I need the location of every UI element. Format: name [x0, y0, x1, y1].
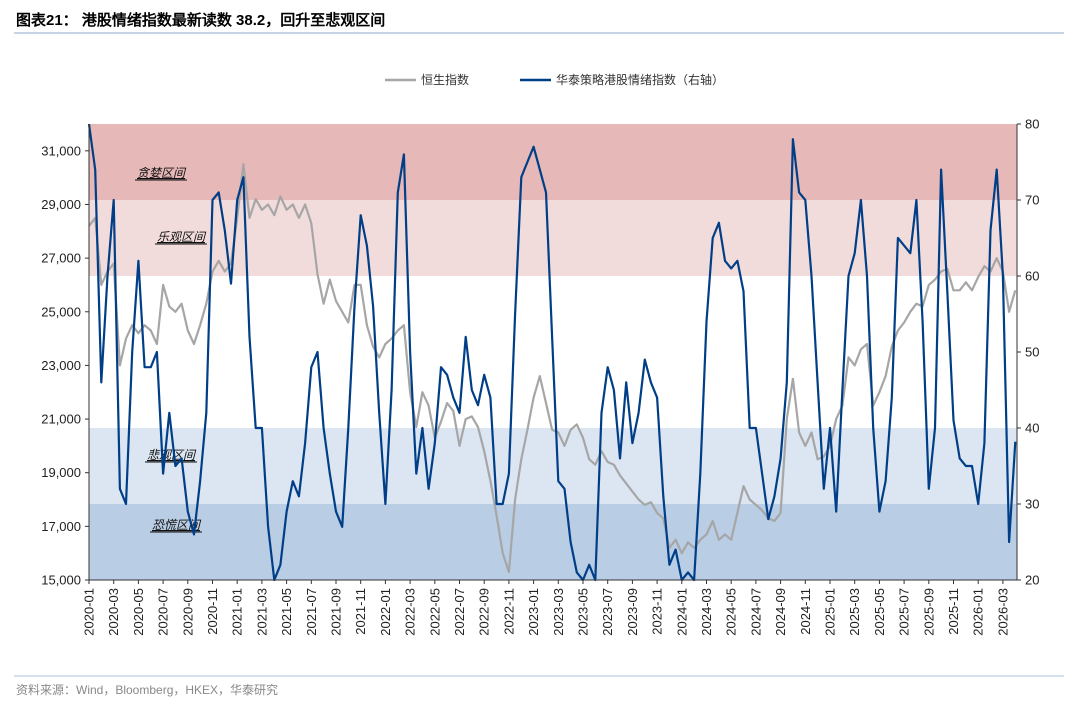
x-tick-label: 2025-01	[823, 588, 838, 636]
x-tick-label: 2025-07	[897, 588, 912, 636]
legend-label-sentiment: 华泰策略港股情绪指数（右轴）	[556, 72, 724, 87]
legend-label-hsi: 恒生指数	[421, 72, 469, 87]
x-tick-label: 2021-09	[329, 588, 344, 636]
x-tick-label: 2024-07	[748, 588, 763, 636]
x-tick-label: 2021-05	[279, 588, 294, 636]
x-tick-label: 2024-11	[798, 588, 813, 635]
x-tick-label: 2021-07	[304, 588, 319, 636]
x-tick-label: 2023-03	[551, 588, 566, 636]
zone-band	[89, 124, 1017, 200]
x-tick-label: 2025-11	[946, 588, 961, 635]
x-tick-label: 2024-01	[674, 588, 689, 636]
x-tick-label: 2022-05	[427, 588, 442, 636]
x-tick-label: 2022-09	[477, 588, 492, 636]
y-right-tick-label: 80	[1025, 117, 1039, 132]
zone-band	[89, 428, 1017, 504]
series-line-hsi	[88, 163, 1017, 574]
x-tick-label: 2020-09	[180, 588, 195, 636]
y-left-tick-label: 19,000	[41, 465, 81, 480]
x-tick-label: 2020-07	[156, 588, 171, 636]
series-line-sentiment	[87, 123, 1017, 582]
y-right-tick-label: 30	[1025, 497, 1039, 512]
x-tick-label: 2022-07	[452, 588, 467, 636]
x-tick-label: 2023-11	[650, 588, 665, 635]
y-left-tick-label: 17,000	[41, 519, 81, 534]
legend: 恒生指数 华泰策略港股情绪指数（右轴）	[385, 72, 724, 87]
x-tick-label: 2021-11	[353, 588, 368, 635]
x-tick-label: 2020-01	[82, 588, 97, 636]
chart-title: 图表21： 港股情绪指数最新读数 38.2，回升至悲观区间	[16, 11, 385, 29]
x-tick-label: 2021-01	[230, 588, 245, 636]
y-left-tick-label: 31,000	[41, 143, 81, 158]
zone-band	[89, 504, 1017, 580]
y-right-tick-label: 20	[1025, 573, 1039, 588]
x-tick-label: 2022-03	[403, 588, 418, 636]
x-tick-label: 2020-03	[106, 588, 121, 636]
x-tick-label: 2021-03	[254, 588, 269, 636]
zone-label: 贪婪区间	[137, 166, 187, 180]
x-tick-label: 2024-05	[724, 588, 739, 636]
x-tick-label: 2025-05	[872, 588, 887, 636]
x-tick-label: 2025-03	[847, 588, 862, 636]
y-right-tick-label: 70	[1025, 193, 1039, 208]
y-right-tick-label: 40	[1025, 421, 1039, 436]
axes: 15,000 17,000 19,000 21,000 23,000 25,000 27,0…	[41, 117, 1039, 636]
y-right-tick-label: 50	[1025, 345, 1039, 360]
x-tick-label: 2023-07	[600, 588, 615, 636]
y-left-tick-label: 23,000	[41, 358, 81, 373]
zone-label: 悲观区间	[147, 448, 197, 462]
y-left-tick-label: 25,000	[41, 304, 81, 319]
x-tick-label: 2022-01	[378, 588, 393, 636]
zones	[89, 124, 1017, 580]
source-note: 资料来源：Wind，Bloomberg，HKEX，华泰研究	[16, 682, 278, 697]
x-tick-label: 2020-11	[205, 588, 220, 635]
series-lines	[87, 123, 1017, 582]
x-tick-label: 2025-09	[921, 588, 936, 636]
x-tick-label: 2023-05	[576, 588, 591, 636]
x-tick-label: 2022-11	[501, 588, 516, 635]
y-left-tick-label: 21,000	[41, 412, 81, 427]
x-tick-label: 2024-03	[699, 588, 714, 636]
y-left-tick-label: 29,000	[41, 197, 81, 212]
y-left-tick-label: 15,000	[41, 573, 81, 588]
x-tick-label: 2020-05	[131, 588, 146, 636]
x-tick-label: 2023-09	[625, 588, 640, 636]
y-left-tick-label: 27,000	[41, 251, 81, 266]
x-tick-label: 2026-03	[995, 588, 1010, 636]
x-tick-label: 2024-09	[773, 588, 788, 636]
x-tick-label: 2026-01	[971, 588, 986, 636]
zone-label: 乐观区间	[157, 230, 207, 244]
x-tick-label: 2023-01	[526, 588, 541, 636]
y-right-tick-label: 60	[1025, 269, 1039, 284]
